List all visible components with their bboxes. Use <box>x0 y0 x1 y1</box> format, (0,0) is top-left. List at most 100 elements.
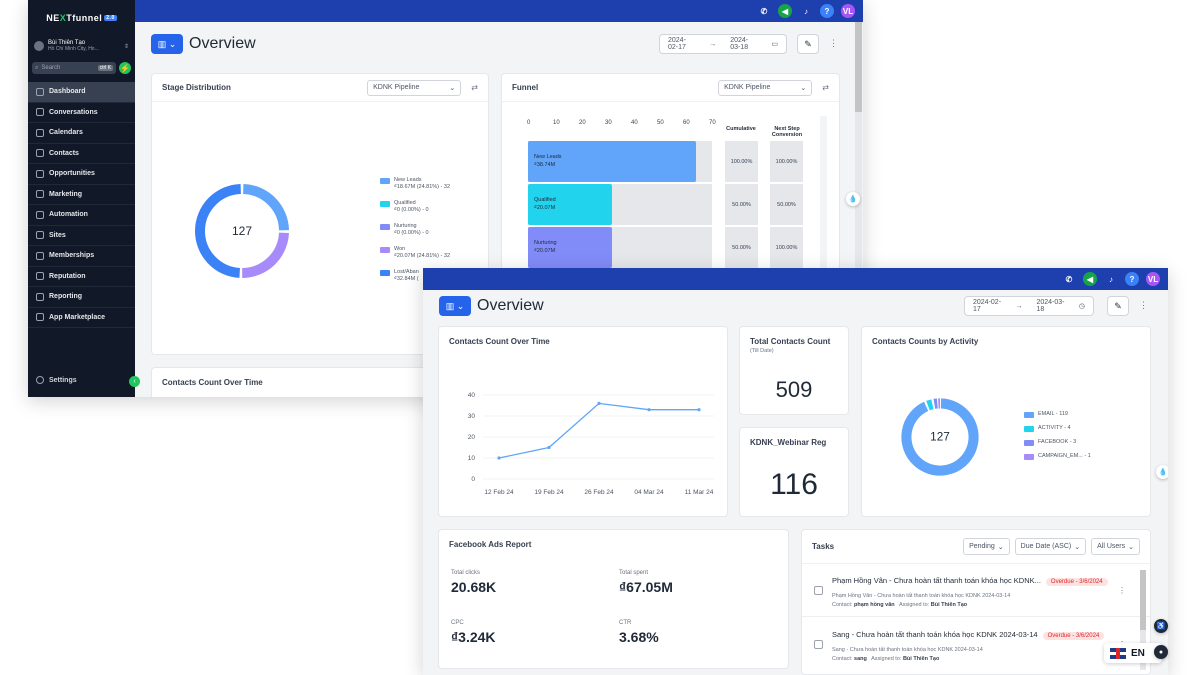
donut-slice[interactable] <box>241 232 289 278</box>
sidebar-item-memberships[interactable]: Memberships <box>28 246 135 267</box>
y-tick-label: 30 <box>468 413 476 420</box>
phone-icon[interactable]: ✆ <box>1065 274 1073 284</box>
pipeline-select[interactable]: KDNK Pipeline ⌄ <box>718 79 813 96</box>
sidebar-item-marketing[interactable]: Marketing <box>28 185 135 205</box>
help-drop-icon[interactable]: 💧 <box>846 192 860 206</box>
sidebar-item-settings[interactable]: Settings <box>28 373 135 387</box>
tasks-card: Tasks Pending ⌄ Due Date (ASC) ⌄ All Users… <box>801 529 1151 675</box>
x-tick-label: 11 Mar 24 <box>685 489 714 496</box>
date-range-picker[interactable]: 2024-02-17 → 2024-03-18 ◷ <box>964 296 1094 316</box>
dashboard-icon <box>36 87 44 96</box>
legend-item: CAMPAIGN_EM... - 1 <box>1024 453 1091 460</box>
accessibility-icon[interactable]: ♿ <box>1154 619 1168 633</box>
bell-icon[interactable]: ♪ <box>804 6 808 16</box>
tasks-scrollbar[interactable] <box>1140 570 1146 670</box>
data-point[interactable] <box>697 408 701 412</box>
status-filter[interactable]: Pending ⌄ <box>963 538 1010 555</box>
card-title: Facebook Ads Report <box>449 539 532 549</box>
sidebar-item-dashboard[interactable]: Dashboard <box>28 82 135 103</box>
sidebar-item-reporting[interactable]: Reporting <box>28 287 135 308</box>
edit-dashboard-button[interactable]: ✎ <box>1107 296 1129 316</box>
location-switcher[interactable]: Bùi Thiên Tạo Hồ Chí Minh City, Ho... ⇕ <box>28 36 135 56</box>
swap-icon[interactable]: ⇄ <box>822 83 829 92</box>
swap-icon[interactable]: ⇄ <box>471 83 478 92</box>
y-tick-label: 40 <box>468 392 476 399</box>
sidebar-item-app-marketplace[interactable]: App Marketplace <box>28 308 135 328</box>
layout-switch-button[interactable]: ▥ ⌄ <box>439 296 471 316</box>
phone-icon[interactable]: ✆ <box>760 6 768 16</box>
donut-slice[interactable] <box>242 184 289 231</box>
brand-logo[interactable]: NE X Tfunnel 2.0 <box>46 13 117 23</box>
cumulative-cell: 100.00% <box>725 141 758 182</box>
sidebar-item-contacts[interactable]: Contacts <box>28 144 135 164</box>
gear-icon <box>36 376 44 384</box>
data-point[interactable] <box>597 401 601 405</box>
search-icon: ⌕ <box>35 64 39 71</box>
top-bar: ✆ ◀ ♪ ? VL <box>423 268 1168 290</box>
more-options-icon[interactable]: ⋮ <box>829 38 838 48</box>
data-point[interactable] <box>497 456 501 460</box>
collapse-sidebar-icon[interactable]: ‹ <box>129 376 140 387</box>
help-drop-icon[interactable]: 💧 <box>1156 465 1168 479</box>
announcement-icon[interactable]: ◀ <box>778 4 792 18</box>
sidebar-item-reputation[interactable]: Reputation <box>28 267 135 287</box>
quick-add-icon[interactable]: ⚡ <box>119 62 131 74</box>
bell-icon[interactable]: ♪ <box>1109 274 1113 284</box>
next-step-cell: 100.00% <box>770 141 803 182</box>
sidebar: NE X Tfunnel 2.0 Bùi Thiên Tạo Hồ Chí Minh … <box>28 0 140 397</box>
contacts-line-chart: 0 10 20 30 40 12 Feb 24 19 Feb 24 26 Feb 24 04 M… <box>468 392 714 496</box>
more-options-icon[interactable]: ⋮ <box>1139 300 1148 310</box>
donut-slice[interactable] <box>195 184 242 278</box>
user-avatar[interactable]: VL <box>1146 272 1160 286</box>
x-tick-label: 12 Feb 24 <box>484 489 514 496</box>
layout-switch-button[interactable]: ▥ ⌄ <box>151 34 183 54</box>
page-scrollbar[interactable] <box>855 22 862 397</box>
donut-total: 127 <box>232 224 252 238</box>
users-filter[interactable]: All Users ⌄ <box>1091 538 1140 555</box>
language-switcher[interactable]: EN <box>1104 643 1162 663</box>
help-icon[interactable]: ? <box>1125 272 1139 286</box>
sites-icon <box>36 231 44 240</box>
next-step-cell: 50.00% <box>770 184 803 225</box>
chat-icon <box>36 108 44 117</box>
megaphone-icon <box>36 190 44 199</box>
data-point[interactable] <box>547 445 551 450</box>
task-item[interactable]: Phạm Hồng Vân - Chưa hoàn tất thanh toán… <box>802 570 1150 608</box>
automation-icon <box>36 210 44 219</box>
x-tick-label: 19 Feb 24 <box>534 489 564 496</box>
task-more-icon[interactable]: ⋮ <box>1118 586 1126 595</box>
funnel-scrollbar[interactable] <box>820 116 827 272</box>
edit-dashboard-button[interactable]: ✎ <box>797 34 819 54</box>
legend-item: Won ₫20.07M (24.81%) - 32 <box>380 246 450 260</box>
funnel-bar[interactable]: Nurturing ₫20.07M <box>528 227 613 268</box>
sidebar-item-automation[interactable]: Automation <box>28 205 135 226</box>
date-range-picker[interactable]: 2024-02-17 → 2024-03-18 ▭ <box>659 34 787 54</box>
legend-swatch <box>1024 412 1034 418</box>
sidebar-item-conversations[interactable]: Conversations <box>28 103 135 123</box>
donut-total: 127 <box>930 430 950 443</box>
calendar-icon: ▭ <box>771 41 778 48</box>
sort-filter[interactable]: Due Date (ASC) ⌄ <box>1014 538 1087 555</box>
chat-widget-icon[interactable]: ● <box>1154 645 1168 659</box>
stat-cpc: CPC ₫3.24K <box>451 620 496 645</box>
sidebar-search-input[interactable]: ⌕ Search ctrl K <box>32 62 116 74</box>
overdue-badge: Overdue - 3/6/2024 <box>1045 578 1108 586</box>
card-title: Funnel <box>512 83 539 92</box>
sidebar-item-calendars[interactable]: Calendars <box>28 123 135 144</box>
sidebar-item-sites[interactable]: Sites <box>28 226 135 246</box>
funnel-bar[interactable]: New Leads ₫38.74M <box>528 141 697 182</box>
announcement-icon[interactable]: ◀ <box>1083 272 1097 286</box>
funnel-bar[interactable]: Qualified ₫20.07M <box>528 184 613 225</box>
help-icon[interactable]: ? <box>820 4 834 18</box>
donut-slice[interactable] <box>901 398 979 476</box>
pipeline-select[interactable]: KDNK Pipeline ⌄ <box>367 79 462 96</box>
sidebar-item-opportunities[interactable]: Opportunities <box>28 164 135 185</box>
task-checkbox[interactable] <box>814 640 823 649</box>
task-item[interactable]: Sang - Chưa hoàn tất thanh toán khóa học… <box>802 624 1150 662</box>
data-point[interactable] <box>647 408 651 412</box>
card-title: Tasks <box>812 542 835 551</box>
user-avatar[interactable]: VL <box>841 4 855 18</box>
legend-item: ACTIVITY - 4 <box>1024 425 1091 432</box>
task-checkbox[interactable] <box>814 586 823 595</box>
donut-slice[interactable] <box>926 399 934 411</box>
